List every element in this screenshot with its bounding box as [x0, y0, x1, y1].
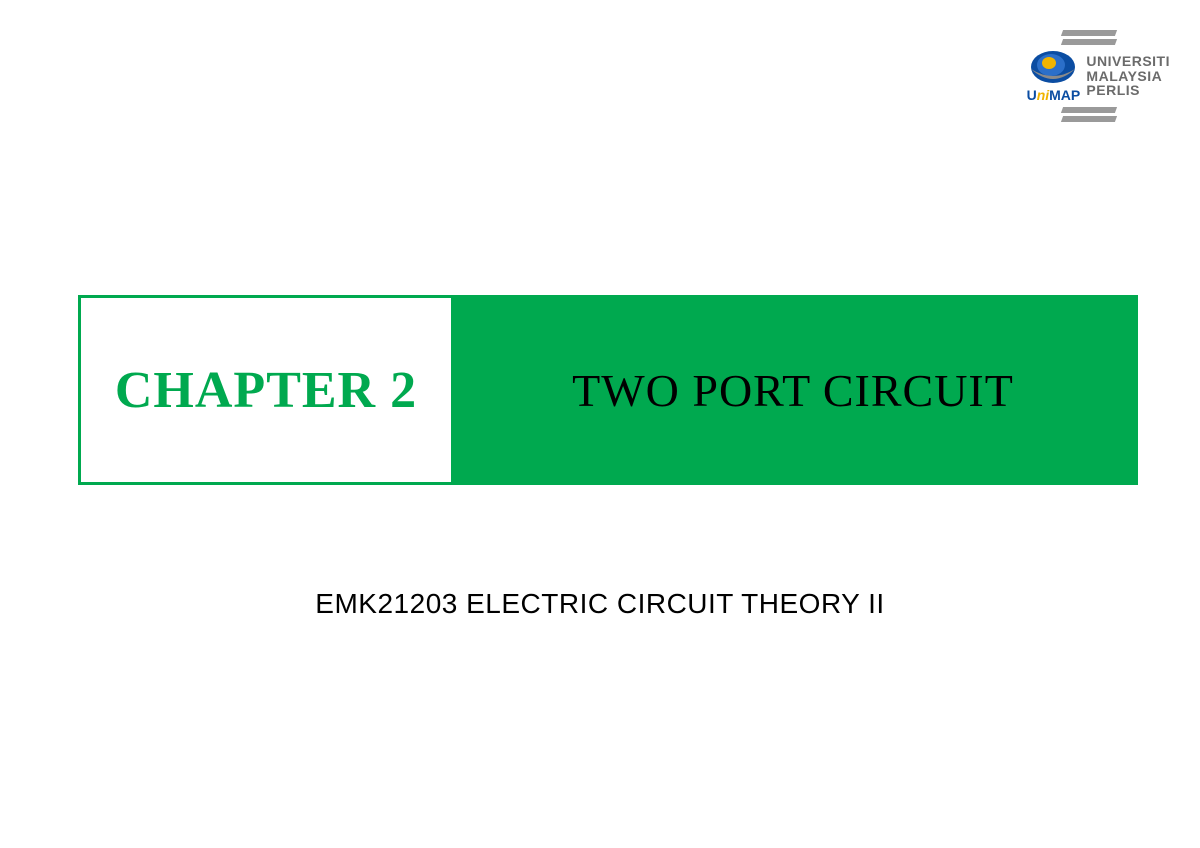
university-name-line3: PERLIS [1086, 83, 1170, 98]
logo-mark: UniMAP [1026, 30, 1080, 122]
logo-brand-text: UniMAP [1027, 87, 1081, 103]
university-name-line1: UNIVERSITI [1086, 54, 1170, 69]
logo-bottom-stripes [1062, 107, 1116, 122]
globe-icon [1027, 49, 1079, 89]
university-name-line2: MALAYSIA [1086, 69, 1170, 84]
university-logo: UniMAP UNIVERSITI MALAYSIA PERLIS [1026, 30, 1170, 122]
logo-top-stripes [1062, 30, 1116, 45]
chapter-label: CHAPTER 2 [115, 361, 417, 420]
course-code-title: EMK21203 ELECTRIC CIRCUIT THEORY II [0, 588, 1200, 620]
university-name: UNIVERSITI MALAYSIA PERLIS [1086, 54, 1170, 98]
chapter-title-block: CHAPTER 2 TWO PORT CIRCUIT [78, 295, 1138, 485]
topic-box: TWO PORT CIRCUIT [451, 298, 1135, 482]
topic-label: TWO PORT CIRCUIT [572, 364, 1014, 417]
chapter-box: CHAPTER 2 [81, 298, 451, 482]
